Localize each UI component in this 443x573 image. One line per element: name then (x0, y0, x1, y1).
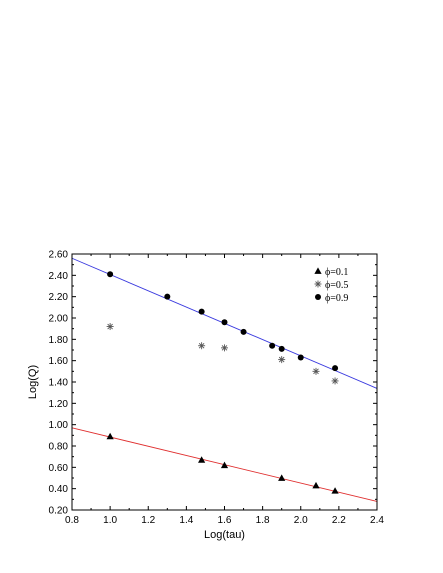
data-point-circle (269, 342, 276, 349)
data-point-triangle (198, 456, 206, 463)
x-tick-label: 1.0 (103, 515, 117, 526)
data-point-circle (198, 308, 205, 315)
data-point-circle (297, 354, 304, 361)
legend-marker-triangle (314, 267, 322, 274)
data-point-circle (107, 271, 114, 278)
data-point-asterisk (198, 342, 206, 350)
x-tick-label: 1.6 (218, 515, 232, 526)
legend-label-series-2: ϕ=0.5 (325, 280, 348, 291)
y-tick-label: 2.40 (49, 271, 69, 282)
y-tick-label: 0.60 (49, 463, 69, 474)
legend-marker-circle (315, 294, 321, 300)
legend-label-series-3: ϕ=0.9 (325, 293, 348, 304)
x-tick-label: 1.2 (141, 515, 155, 526)
y-tick-label: 1.60 (49, 356, 69, 367)
y-tick-label: 1.00 (49, 420, 69, 431)
data-point-circle (164, 293, 171, 300)
data-point-asterisk (312, 367, 320, 375)
legend-label-series-1: ϕ=0.1 (325, 267, 348, 278)
data-point-circle (278, 345, 285, 352)
data-point-circle (332, 365, 339, 372)
data-point-triangle (106, 432, 114, 440)
y-tick-label: 1.80 (49, 335, 69, 346)
legend-symbol-triangle (314, 267, 322, 274)
y-tick-label: 0.20 (49, 506, 69, 517)
x-tick-label: 1.4 (179, 515, 193, 526)
tick-labels: 0.8 1.0 1.2 1.4 1.6 1.8 2.0 2.2 2.4 0.20 0.40 0.60 0… (49, 250, 385, 527)
data-point-asterisk (331, 377, 339, 385)
data-point-triangle (278, 474, 286, 481)
x-tick-label: 2.4 (370, 515, 384, 526)
x-tick-label: 0.8 (65, 515, 79, 526)
data-points (106, 271, 339, 494)
data-point-triangle (220, 461, 229, 469)
legend-symbol-asterisk (314, 280, 322, 288)
legend-marker-asterisk (314, 280, 322, 288)
y-tick-label: 2.60 (49, 250, 69, 261)
y-tick-label: 0.40 (49, 484, 69, 495)
data-point-triangle (331, 487, 339, 494)
data-point-asterisk (221, 344, 228, 352)
x-axis-title: Log(tau) (204, 529, 245, 541)
y-tick-label: 0.80 (49, 442, 69, 453)
x-tick-label: 1.8 (256, 515, 270, 526)
axis-ticks (71, 253, 378, 511)
x-tick-label: 2.0 (294, 515, 308, 526)
data-point-circle (240, 328, 247, 335)
x-tick-label: 2.2 (332, 515, 346, 526)
data-point-triangle (312, 481, 320, 489)
data-point-circle (221, 319, 228, 326)
y-axis-title: Log(Q) (27, 365, 39, 399)
y-tick-label: 1.40 (49, 378, 69, 389)
y-tick-label: 1.20 (49, 399, 69, 410)
data-point-asterisk (106, 323, 114, 331)
legend: ϕ=0.1 ϕ=0.5 ϕ=0.9 (314, 267, 348, 304)
y-tick-label: 2.20 (49, 292, 69, 303)
y-tick-label: 2.00 (49, 314, 69, 325)
data-point-asterisk (278, 356, 286, 364)
legend-symbol-circle (315, 294, 321, 300)
